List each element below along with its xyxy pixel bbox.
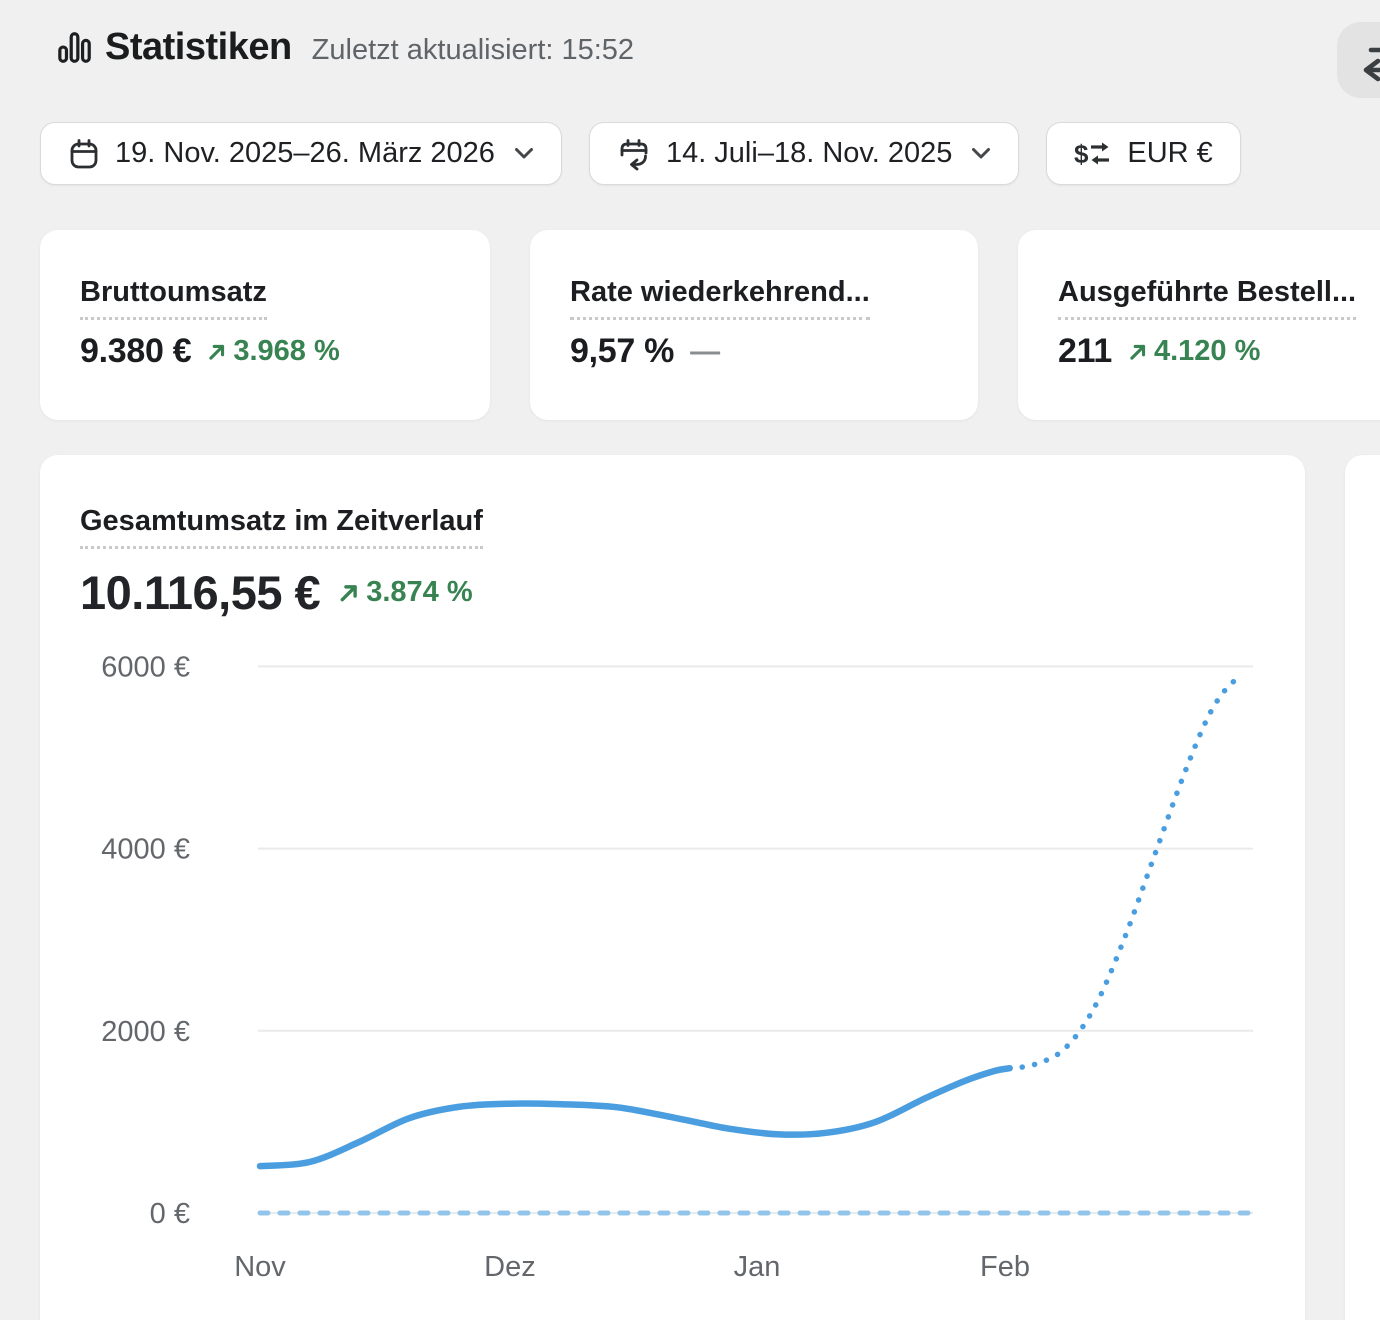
y-axis-label: 0 € bbox=[150, 1198, 190, 1230]
refresh-button[interactable] bbox=[1337, 22, 1380, 98]
metric-value: 211 bbox=[1058, 332, 1112, 370]
trend-up-icon bbox=[209, 344, 225, 360]
metric-title[interactable]: Ausgeführte Bestell... bbox=[1058, 276, 1357, 320]
chevron-down-icon bbox=[514, 148, 533, 159]
x-axis-label: Jan bbox=[734, 1251, 781, 1283]
chevron-down-icon bbox=[972, 148, 991, 159]
metric-cards-row: Bruttoumsatz 9.380 € 3.968 % Rate wieder… bbox=[40, 230, 1380, 420]
y-axis-label: 2000 € bbox=[101, 1016, 190, 1048]
currency-label: EUR € bbox=[1127, 137, 1213, 169]
compare-calendar-icon bbox=[620, 138, 648, 170]
y-axis-label: 6000 € bbox=[101, 651, 190, 683]
date-range-button[interactable]: 19. Nov. 2025–26. März 2026 bbox=[40, 122, 562, 185]
chart-title[interactable]: Gesamtumsatz im Zeitverlauf bbox=[80, 505, 483, 549]
bar-chart-icon bbox=[58, 31, 91, 63]
metric-card-fulfilled-orders[interactable]: Ausgeführte Bestell... 211 4.120 % bbox=[1018, 230, 1380, 420]
trend-up-icon bbox=[1130, 344, 1146, 360]
metric-delta-empty: — bbox=[690, 334, 721, 368]
svg-text:$: $ bbox=[1074, 139, 1089, 169]
currency-button[interactable]: $ EUR € bbox=[1046, 122, 1241, 185]
metric-delta-value: 3.968 % bbox=[233, 335, 340, 367]
calendar-icon bbox=[70, 138, 98, 168]
chart-total-value: 10.116,55 € bbox=[80, 566, 321, 619]
compare-range-button[interactable]: 14. Juli–18. Nov. 2025 bbox=[588, 122, 1020, 185]
refresh-icon bbox=[1363, 47, 1380, 82]
chart-delta: 3.874 % bbox=[338, 576, 473, 609]
last-updated-text: Zuletzt aktualisiert: 15:52 bbox=[311, 34, 635, 66]
series-projection bbox=[1006, 673, 1246, 1071]
next-chart-card[interactable] bbox=[1345, 455, 1380, 1320]
x-axis-label: Nov bbox=[234, 1251, 286, 1283]
series-actual bbox=[256, 1064, 1013, 1170]
metric-delta: 4.120 % bbox=[1128, 335, 1260, 368]
sales-line-chart[interactable]: 0 € 2000 € 4000 € 6000 € Nov Dez Jan Feb bbox=[40, 630, 1265, 1310]
page-title: Statistiken bbox=[105, 26, 292, 68]
page-header: Statistiken Zuletzt aktualisiert: 15:52 bbox=[57, 26, 634, 69]
x-axis-label: Dez bbox=[484, 1251, 536, 1283]
total-sales-chart-card: Gesamtumsatz im Zeitverlauf 10.116,55 € … bbox=[40, 455, 1305, 1320]
y-axis-label: 4000 € bbox=[101, 834, 190, 866]
metric-delta: 3.968 % bbox=[207, 335, 340, 368]
date-range-label: 19. Nov. 2025–26. März 2026 bbox=[115, 137, 495, 169]
metric-title[interactable]: Rate wiederkehrend... bbox=[570, 276, 870, 320]
metric-card-gross-sales[interactable]: Bruttoumsatz 9.380 € 3.968 % bbox=[40, 230, 490, 420]
filter-bar: 19. Nov. 2025–26. März 2026 14. Juli–18.… bbox=[40, 122, 1241, 185]
chart-delta-value: 3.874 % bbox=[366, 576, 473, 608]
metric-value: 9,57 % bbox=[570, 332, 675, 370]
metric-delta-value: 4.120 % bbox=[1153, 335, 1261, 367]
currency-exchange-icon: $ bbox=[1074, 139, 1110, 169]
metric-card-returning-rate[interactable]: Rate wiederkehrend... 9,57 % — bbox=[530, 230, 978, 420]
compare-range-label: 14. Juli–18. Nov. 2025 bbox=[665, 137, 953, 169]
trend-up-icon bbox=[340, 584, 358, 601]
metric-title[interactable]: Bruttoumsatz bbox=[80, 276, 267, 320]
x-axis-label: Feb bbox=[980, 1251, 1030, 1283]
metric-value: 9.380 € bbox=[80, 332, 192, 370]
